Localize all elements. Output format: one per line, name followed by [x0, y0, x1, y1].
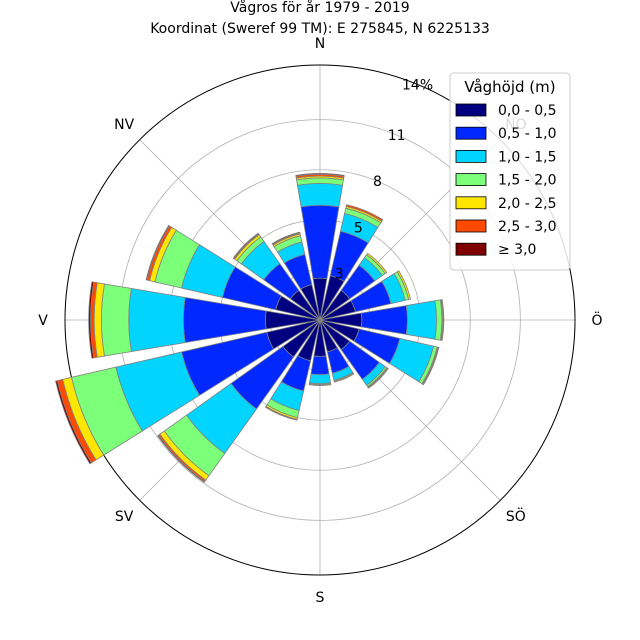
legend-swatch: [455, 103, 487, 117]
rose-bar-segment: [396, 270, 411, 300]
legend-label: 2,5 - 3,0: [498, 219, 556, 235]
rose-bar-segment: [232, 232, 260, 260]
rose-bar-segment: [271, 231, 301, 245]
ring-label: 11: [388, 128, 406, 144]
direction-label: SÖ: [506, 507, 526, 525]
ring-label: 3: [335, 267, 344, 283]
rose-bar-segment: [88, 281, 95, 359]
rose-bar-segment: [310, 355, 330, 376]
ring-label: 5: [354, 220, 363, 236]
direction-label: V: [38, 313, 48, 329]
rose-bar-segment: [367, 367, 389, 389]
legend-title: Våghöjd (m): [464, 78, 555, 96]
rose-bar-segment: [296, 183, 344, 208]
rose-bar-segment: [309, 373, 331, 385]
chart-subtitle: Koordinat (Sweref 99 TM): E 275845, N 62…: [150, 21, 490, 37]
wave-rose-bars: [55, 173, 445, 483]
legend-swatch: [455, 219, 487, 233]
rose-bar-segment: [55, 380, 92, 465]
legend-label: ≥ 3,0: [498, 242, 536, 258]
direction-label: S: [316, 590, 325, 606]
rose-bar-segment: [157, 434, 206, 483]
direction-label: NV: [114, 117, 134, 133]
rose-bar-segment: [440, 299, 445, 341]
rose-bar-segment: [345, 204, 384, 222]
direction-label: N: [315, 36, 325, 52]
legend-swatch: [455, 196, 487, 210]
legend-label: 0,0 - 0,5: [498, 103, 556, 119]
legend-swatch: [455, 173, 487, 187]
legend-label: 1,0 - 1,5: [498, 149, 556, 165]
rose-bar-segment: [101, 283, 132, 357]
rose-bar-segment: [308, 383, 332, 386]
rose-bar-segment: [295, 173, 345, 177]
legend-label: 2,0 - 2,5: [498, 196, 556, 212]
legend-label: 1,5 - 2,0: [498, 173, 556, 189]
direction-label: Ö: [591, 311, 602, 329]
rose-bar-segment: [128, 287, 186, 353]
ring-labels: 3 5 8 11 14%: [335, 77, 433, 282]
rose-bar-segment: [365, 252, 388, 275]
legend-swatch: [455, 242, 487, 256]
legend: Våghöjd (m) 0,0 - 0,5 0,5 - 1,0 1,0 - 1,5 1…: [449, 72, 571, 271]
chart-title: Vågros för år 1979 - 2019: [230, 0, 409, 16]
rose-bar-segment: [145, 224, 170, 281]
direction-label: SV: [115, 509, 134, 525]
ring-label: 8: [373, 174, 382, 190]
rose-bar-segment: [360, 305, 408, 335]
rose-bar-segment: [422, 346, 440, 386]
legend-label: 0,5 - 1,0: [498, 126, 556, 142]
ring-label: 14%: [402, 77, 433, 93]
outer-frame: [64, 64, 576, 576]
rose-bar-segment: [264, 405, 298, 421]
rose-bar-segment: [405, 300, 437, 340]
legend-swatch: [455, 149, 487, 163]
rose-bar-segment: [333, 372, 355, 383]
legend-swatch: [455, 126, 487, 140]
